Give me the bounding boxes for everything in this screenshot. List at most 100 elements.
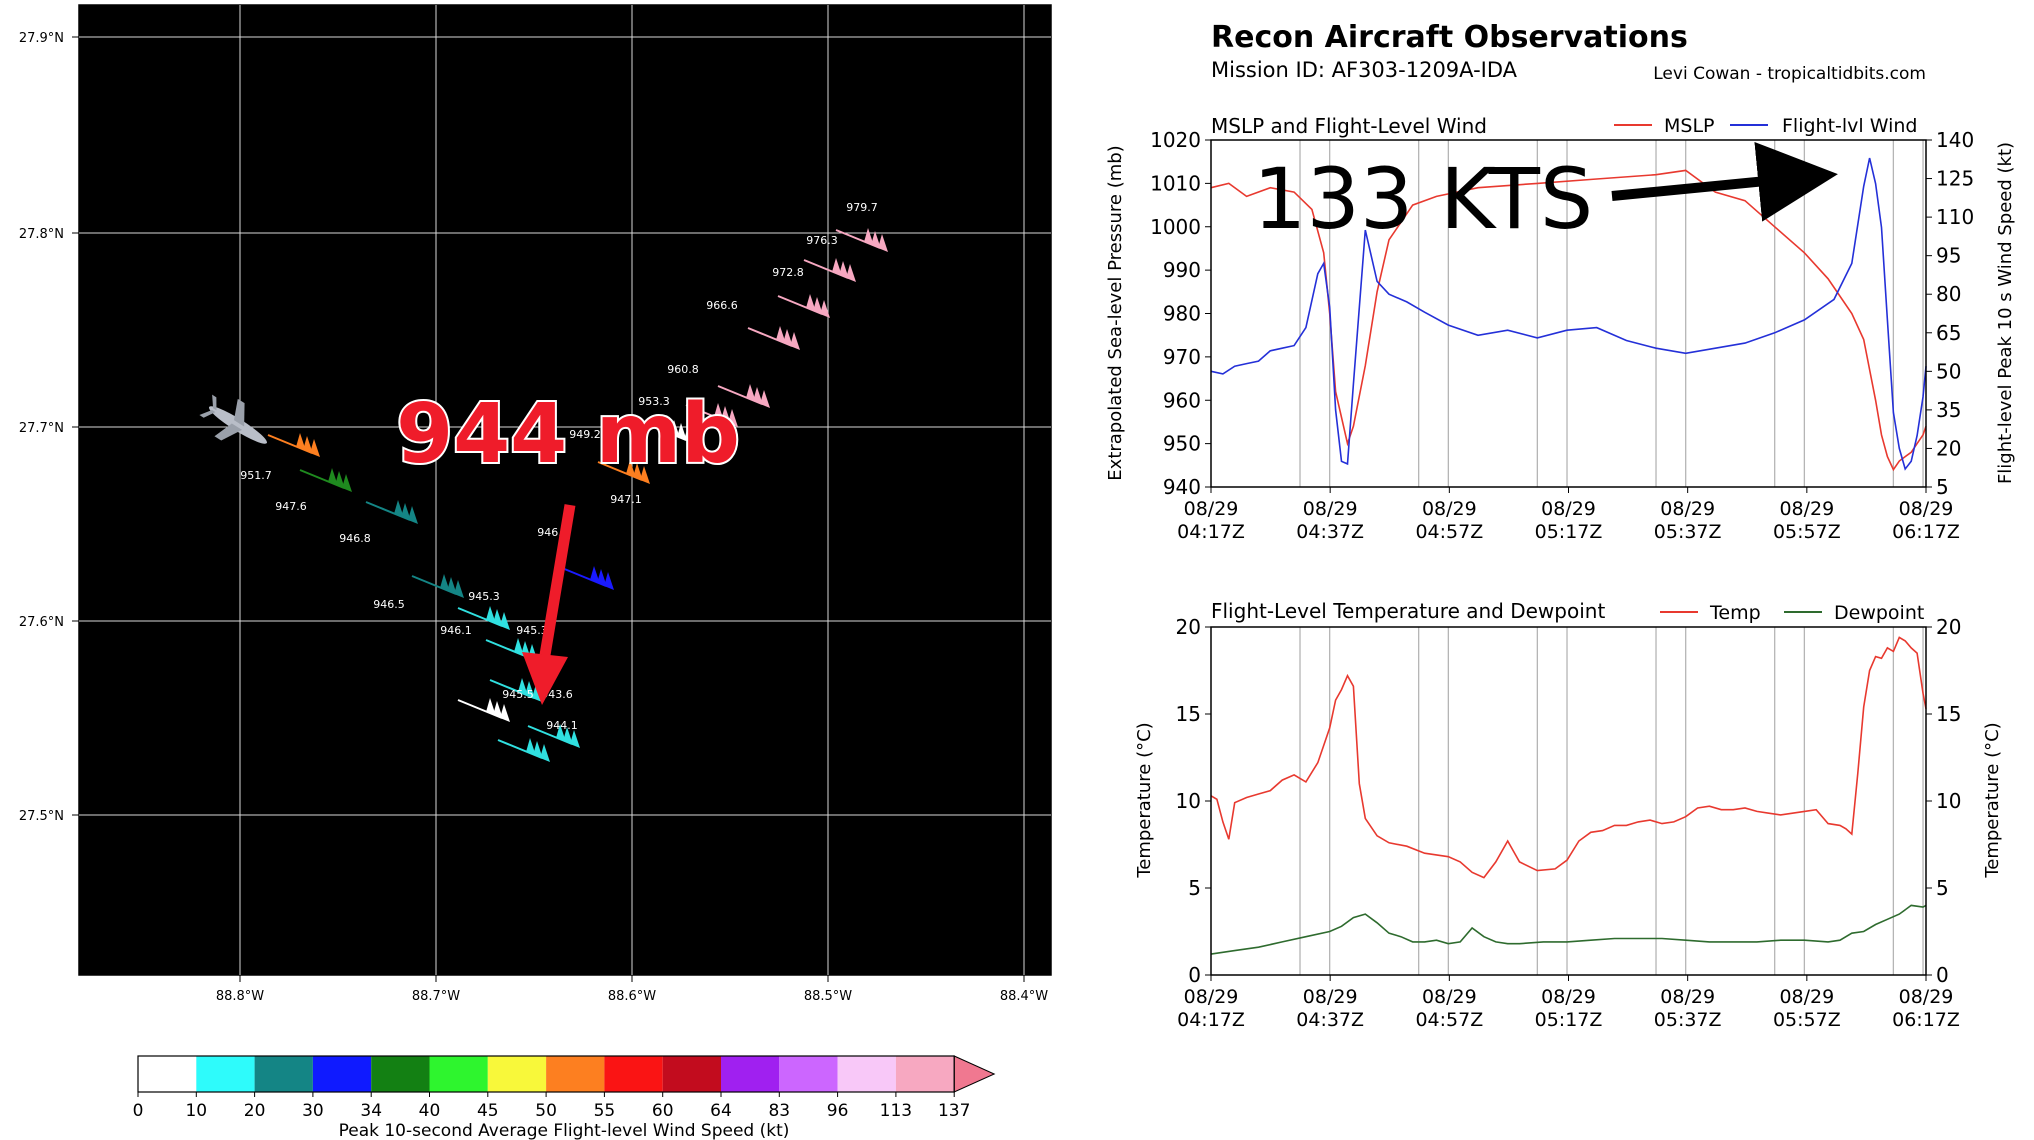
chart-x-tick-time: 04:57Z xyxy=(1415,1009,1483,1031)
map-panel: 27.9°N27.8°N27.7°N27.6°N27.5°N 88.8°W 88.… xyxy=(19,4,1052,1004)
map-lon-tick: 88.7°W xyxy=(412,989,460,1004)
credit-text: Levi Cowan - tropicaltidbits.com xyxy=(1653,64,1926,84)
wind-barb-flag xyxy=(760,390,770,408)
obs-pressure-label: 946.1 xyxy=(440,624,472,637)
mslp-wind-chart: MSLP and Flight-Level Wind 9409509609709… xyxy=(1105,114,2016,543)
colorbar-segment xyxy=(895,1056,955,1092)
map-lon-tick: 88.6°W xyxy=(608,989,656,1004)
wind-barb-flag xyxy=(864,228,874,246)
chart2-gridlines xyxy=(1299,627,1924,975)
wind-barb-flag xyxy=(540,744,550,762)
obs-pressure-label: 946.5 xyxy=(373,598,405,611)
wind-barb-flag xyxy=(401,503,411,521)
wind-barb xyxy=(497,738,550,762)
wind-barb-flag xyxy=(518,678,528,696)
colorbar-segment xyxy=(371,1056,430,1092)
chart-x-tick-date: 08/29 xyxy=(1303,498,1358,520)
wind-barb-flag xyxy=(514,638,524,656)
map-lon-tick: 88.5°W xyxy=(804,989,852,1004)
wind-barb-flag xyxy=(335,471,345,489)
chart-y-tick-label: 1010 xyxy=(1150,171,1201,195)
wind-barb xyxy=(457,698,510,722)
chart1-x-ticks: 08/2904:17Z08/2904:37Z08/2904:57Z08/2905… xyxy=(1177,487,1960,543)
chart-y-tick-label: 1020 xyxy=(1150,128,1201,152)
chart1-left-ticks: 940 950 960 970 980 990 1000 1010 1020 xyxy=(1150,128,1211,499)
wind-barb-flag xyxy=(714,403,724,421)
chart-y2-tick-label: 110 xyxy=(1936,205,1974,229)
colorbar-tick-label: 60 xyxy=(652,1101,674,1121)
chart-x-tick-time: 04:37Z xyxy=(1296,521,1364,543)
wind-colorbar: 0 10 20 30 34 40 45 50 55 60 64 83 96 113 137 xyxy=(133,1055,996,1121)
wind-barb-flag xyxy=(526,738,536,756)
chart-y-tick-label: 950 xyxy=(1163,432,1201,456)
colorbar-tick-label: 96 xyxy=(827,1101,849,1121)
obs-pressure-label: 949.2 xyxy=(569,428,601,441)
map-lat-labels: 27.9°N 27.8°N 27.7°N 27.6°N 27.5°N xyxy=(19,31,79,824)
legend-temp-label: Temp xyxy=(1709,602,1761,624)
chart-y2-tick-label: 140 xyxy=(1936,128,1974,152)
colorbar-extend-arrow xyxy=(953,1055,996,1093)
chart-x-tick-time: 04:17Z xyxy=(1177,521,1245,543)
wind-barb-flag xyxy=(500,612,510,630)
wind-barb-flag xyxy=(813,297,823,315)
chart-x-tick-date: 08/29 xyxy=(1422,986,1477,1008)
chart-y-tick-label: 1000 xyxy=(1150,215,1201,239)
chart-y2-tick-label: 0 xyxy=(1936,963,1949,987)
chart-y2-tick-label: 20 xyxy=(1936,436,1961,460)
colorbar-tick-label: 45 xyxy=(477,1101,499,1121)
obs-pressure-label: 960.8 xyxy=(667,363,699,376)
map-grid xyxy=(79,5,1051,975)
wind-barb-flag xyxy=(633,463,643,481)
chart-x-tick-date: 08/29 xyxy=(1660,498,1715,520)
chart-x-tick-date: 08/29 xyxy=(1422,498,1477,520)
wind-barb-flag xyxy=(746,384,756,402)
wind-barb-flag xyxy=(878,234,888,252)
colorbar-tick-label: 40 xyxy=(419,1101,441,1121)
wind-barb-flag xyxy=(454,580,464,598)
chart-x-tick-date: 08/29 xyxy=(1660,986,1715,1008)
wind-barb-flag xyxy=(394,500,404,518)
chart-x-tick-time: 05:17Z xyxy=(1535,521,1603,543)
chart-x-tick-date: 08/29 xyxy=(1184,986,1239,1008)
chart-x-tick-date: 08/29 xyxy=(1779,498,1834,520)
wind-barb-flag xyxy=(832,258,842,276)
chart-x-tick-time: 05:17Z xyxy=(1535,1009,1603,1031)
wind-barb-flag xyxy=(500,704,510,722)
chart-y2-tick-label: 65 xyxy=(1936,321,1961,345)
map-lon-tick: 88.4°W xyxy=(1000,989,1048,1004)
wind-barb-flag xyxy=(525,681,535,699)
wind-barb xyxy=(641,420,694,444)
wind-barb-flag xyxy=(604,572,614,590)
wind-barb-flag xyxy=(303,436,313,454)
map-lon-tick: 88.8°W xyxy=(216,989,264,1004)
chart-x-tick-date: 08/29 xyxy=(1303,986,1358,1008)
colorbar-segment xyxy=(254,1056,313,1092)
wind-barb-flag xyxy=(533,741,543,759)
colorbar-segment xyxy=(196,1056,255,1092)
chart-y2-tick-label: 20 xyxy=(1936,615,1961,639)
chart-x-tick-date: 08/29 xyxy=(1184,498,1239,520)
colorbar-label: Peak 10-second Average Flight-level Wind… xyxy=(339,1121,790,1140)
wind-barb xyxy=(597,460,650,484)
chart-x-tick-date: 08/29 xyxy=(1541,498,1596,520)
chart-series-line xyxy=(1210,636,1927,879)
colorbar-segment xyxy=(662,1056,721,1092)
legend-mslp-label: MSLP xyxy=(1664,115,1715,137)
chart-y-tick-label: 10 xyxy=(1176,789,1201,813)
chart-y2-tick-label: 5 xyxy=(1936,475,1949,499)
colorbar-segment xyxy=(546,1056,605,1092)
wind-barb-flag xyxy=(342,474,352,492)
chart-y2-tick-label: 80 xyxy=(1936,282,1961,306)
obs-pressure-label: 945.5 xyxy=(502,688,534,701)
wind-barb-flag xyxy=(597,569,607,587)
obs-pressure-label: 944.1 xyxy=(546,719,578,732)
chart-x-tick-time: 04:57Z xyxy=(1415,521,1483,543)
chart-y-tick-label: 970 xyxy=(1163,345,1201,369)
wind-barb-flag xyxy=(493,609,503,627)
map-lat-tick: 27.5°N xyxy=(19,809,64,824)
chart-y2-tick-label: 15 xyxy=(1936,702,1961,726)
pressure-annotation-arrow xyxy=(522,504,576,705)
colorbar-segment xyxy=(779,1056,838,1092)
wind-barb-flag xyxy=(626,460,636,478)
chart-x-tick-time: 04:17Z xyxy=(1177,1009,1245,1031)
